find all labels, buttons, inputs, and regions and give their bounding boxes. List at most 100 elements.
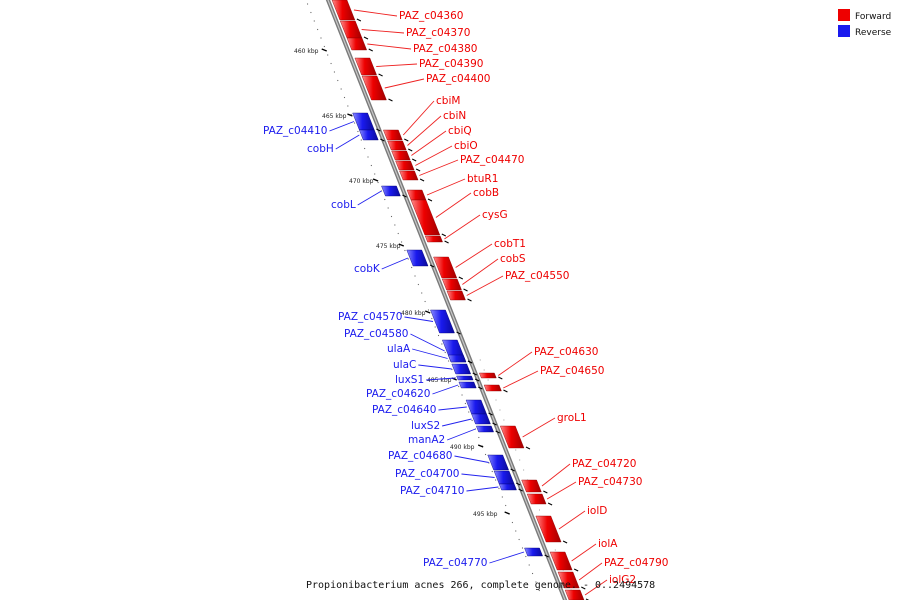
legend-reverse-swatch (838, 25, 850, 37)
forward-gene-block (410, 199, 447, 237)
forward-gene-label[interactable]: PAZ_c04650 (540, 365, 604, 377)
reverse-gene-label[interactable]: PAZ_c04640 (372, 404, 436, 416)
forward-gene-label[interactable]: PAZ_c04400 (426, 73, 490, 85)
reverse-gene-label[interactable]: PAZ_c04580 (344, 328, 408, 340)
forward-gene-block (331, 0, 362, 22)
forward-gene-blocks (331, 0, 590, 600)
reverse-gene-label[interactable]: PAZ_c04680 (388, 450, 452, 462)
forward-gene-block (549, 551, 579, 572)
forward-gene-label[interactable]: cobS (500, 253, 526, 265)
forward-gene-label[interactable]: iolG2 (609, 574, 636, 586)
forward-gene-block (564, 589, 590, 600)
reverse-gene-block (451, 363, 477, 376)
forward-gene-labels: PAZ_c04360 PAZ_c04370 PAZ_c04380 PAZ_c04390… (353, 9, 668, 596)
forward-gene-block (361, 75, 393, 102)
reverse-gene-label[interactable]: cobL (331, 199, 356, 211)
forward-gene-label[interactable]: cbiO (454, 140, 478, 152)
forward-gene-label[interactable]: PAZ_c04720 (572, 458, 636, 470)
reverse-gene-label[interactable]: ulaA (387, 343, 411, 355)
forward-gene-block (499, 425, 531, 450)
reverse-gene-label[interactable]: PAZ_c04700 (395, 468, 459, 480)
forward-gene-block (483, 384, 508, 393)
reverse-gene-block (381, 185, 407, 198)
kbp-label: 460 kbp (294, 48, 319, 55)
genome-backbone (325, 0, 568, 600)
forward-gene-label[interactable]: PAZ_c04380 (413, 43, 477, 55)
forward-gene-label[interactable]: cbiQ (448, 125, 472, 137)
forward-gene-label[interactable]: PAZ_c04730 (578, 476, 642, 488)
reverse-gene-block (458, 381, 483, 390)
kbp-label: 475 kbp (376, 243, 401, 250)
reverse-gene-label[interactable]: PAZ_c04410 (263, 125, 327, 137)
reverse-gene-block (498, 483, 523, 492)
kbp-label: 480 kbp (401, 310, 426, 317)
forward-gene-block (399, 170, 425, 182)
reverse-gene-label[interactable]: PAZ_c04570 (338, 311, 402, 323)
kbp-label: 485 kbp (427, 377, 452, 384)
forward-gene-block (557, 571, 586, 590)
reverse-gene-label[interactable]: luxS2 (411, 420, 440, 432)
reverse-gene-block (471, 413, 497, 426)
forward-gene-block (526, 493, 553, 506)
forward-gene-block (395, 160, 421, 172)
reverse-gene-label[interactable]: cobK (354, 263, 381, 275)
reverse-gene-label[interactable]: luxS1 (395, 374, 424, 386)
reverse-gene-label[interactable]: PAZ_c04770 (423, 557, 487, 569)
forward-gene-label[interactable]: cobT1 (494, 238, 526, 250)
kbp-label: 495 kbp (473, 511, 498, 518)
forward-gene-label[interactable]: PAZ_c04370 (406, 27, 470, 39)
reverse-gene-label[interactable]: ulaC (393, 359, 416, 371)
forward-gene-label[interactable]: cobB (473, 187, 499, 199)
forward-gene-label[interactable]: PAZ_c04790 (604, 557, 668, 569)
reverse-gene-labels: PAZ_c04410 cobH cobL cobK PAZ_c04570 PAZ_c045… (263, 121, 525, 569)
forward-gene-block (383, 129, 409, 142)
reverse-gene-label[interactable]: PAZ_c04620 (366, 388, 430, 400)
forward-gene-label[interactable]: groL1 (557, 412, 587, 424)
kbp-label: 470 kbp (349, 178, 374, 185)
reverse-gene-blocks (352, 112, 549, 558)
legend: Forward Reverse (838, 9, 892, 38)
forward-gene-block (535, 515, 568, 544)
reverse-gene-block (456, 375, 480, 382)
reverse-gene-block (524, 547, 549, 558)
forward-gene-block (424, 235, 449, 244)
forward-gene-block (479, 372, 503, 380)
legend-reverse-label: Reverse (855, 28, 892, 38)
kbp-label: 465 kbp (322, 113, 347, 120)
forward-gene-label[interactable]: PAZ_c04630 (534, 346, 598, 358)
reverse-gene-label[interactable]: PAZ_c04710 (400, 485, 464, 497)
forward-gene-label[interactable]: iolA (598, 538, 618, 550)
reverse-gene-block (475, 425, 500, 434)
reverse-gene-block (406, 249, 435, 268)
forward-gene-block (406, 189, 433, 202)
legend-forward-swatch (838, 9, 850, 21)
forward-gene-label[interactable]: cbiN (443, 110, 466, 122)
genome-caption: Propionibacterium acnes 266, complete ge… (306, 580, 655, 591)
reverse-gene-block (359, 129, 385, 142)
forward-gene-block (346, 37, 373, 52)
forward-gene-block (354, 57, 383, 77)
forward-gene-label[interactable]: iolD (587, 505, 607, 517)
forward-gene-label[interactable]: cbiM (436, 95, 460, 107)
forward-gene-block (387, 140, 413, 152)
kbp-ticks: 460 kbp 465 kbp 470 kbp 475 kbp 480 kbp 485 k… (294, 48, 510, 518)
forward-gene-label[interactable]: PAZ_c04470 (460, 154, 524, 166)
forward-gene-label[interactable]: PAZ_c04360 (399, 10, 463, 22)
forward-gene-block (441, 278, 468, 292)
forward-gene-block (391, 150, 417, 162)
reverse-gene-block (447, 354, 473, 364)
kbp-label: 490 kbp (450, 444, 475, 451)
reverse-gene-label[interactable]: cobH (307, 143, 334, 155)
reverse-gene-label[interactable]: manA2 (408, 434, 445, 446)
forward-gene-block (521, 479, 548, 494)
forward-gene-label[interactable]: cysG (482, 209, 508, 221)
forward-gene-label[interactable]: PAZ_c04550 (505, 270, 569, 282)
reverse-gene-block (487, 454, 515, 472)
reverse-gene-block (430, 309, 461, 335)
forward-gene-block (433, 256, 464, 280)
forward-gene-label[interactable]: btuR1 (467, 173, 498, 185)
forward-gene-block (446, 290, 472, 302)
forward-gene-label[interactable]: PAZ_c04390 (419, 58, 483, 70)
legend-forward-label: Forward (855, 12, 891, 22)
